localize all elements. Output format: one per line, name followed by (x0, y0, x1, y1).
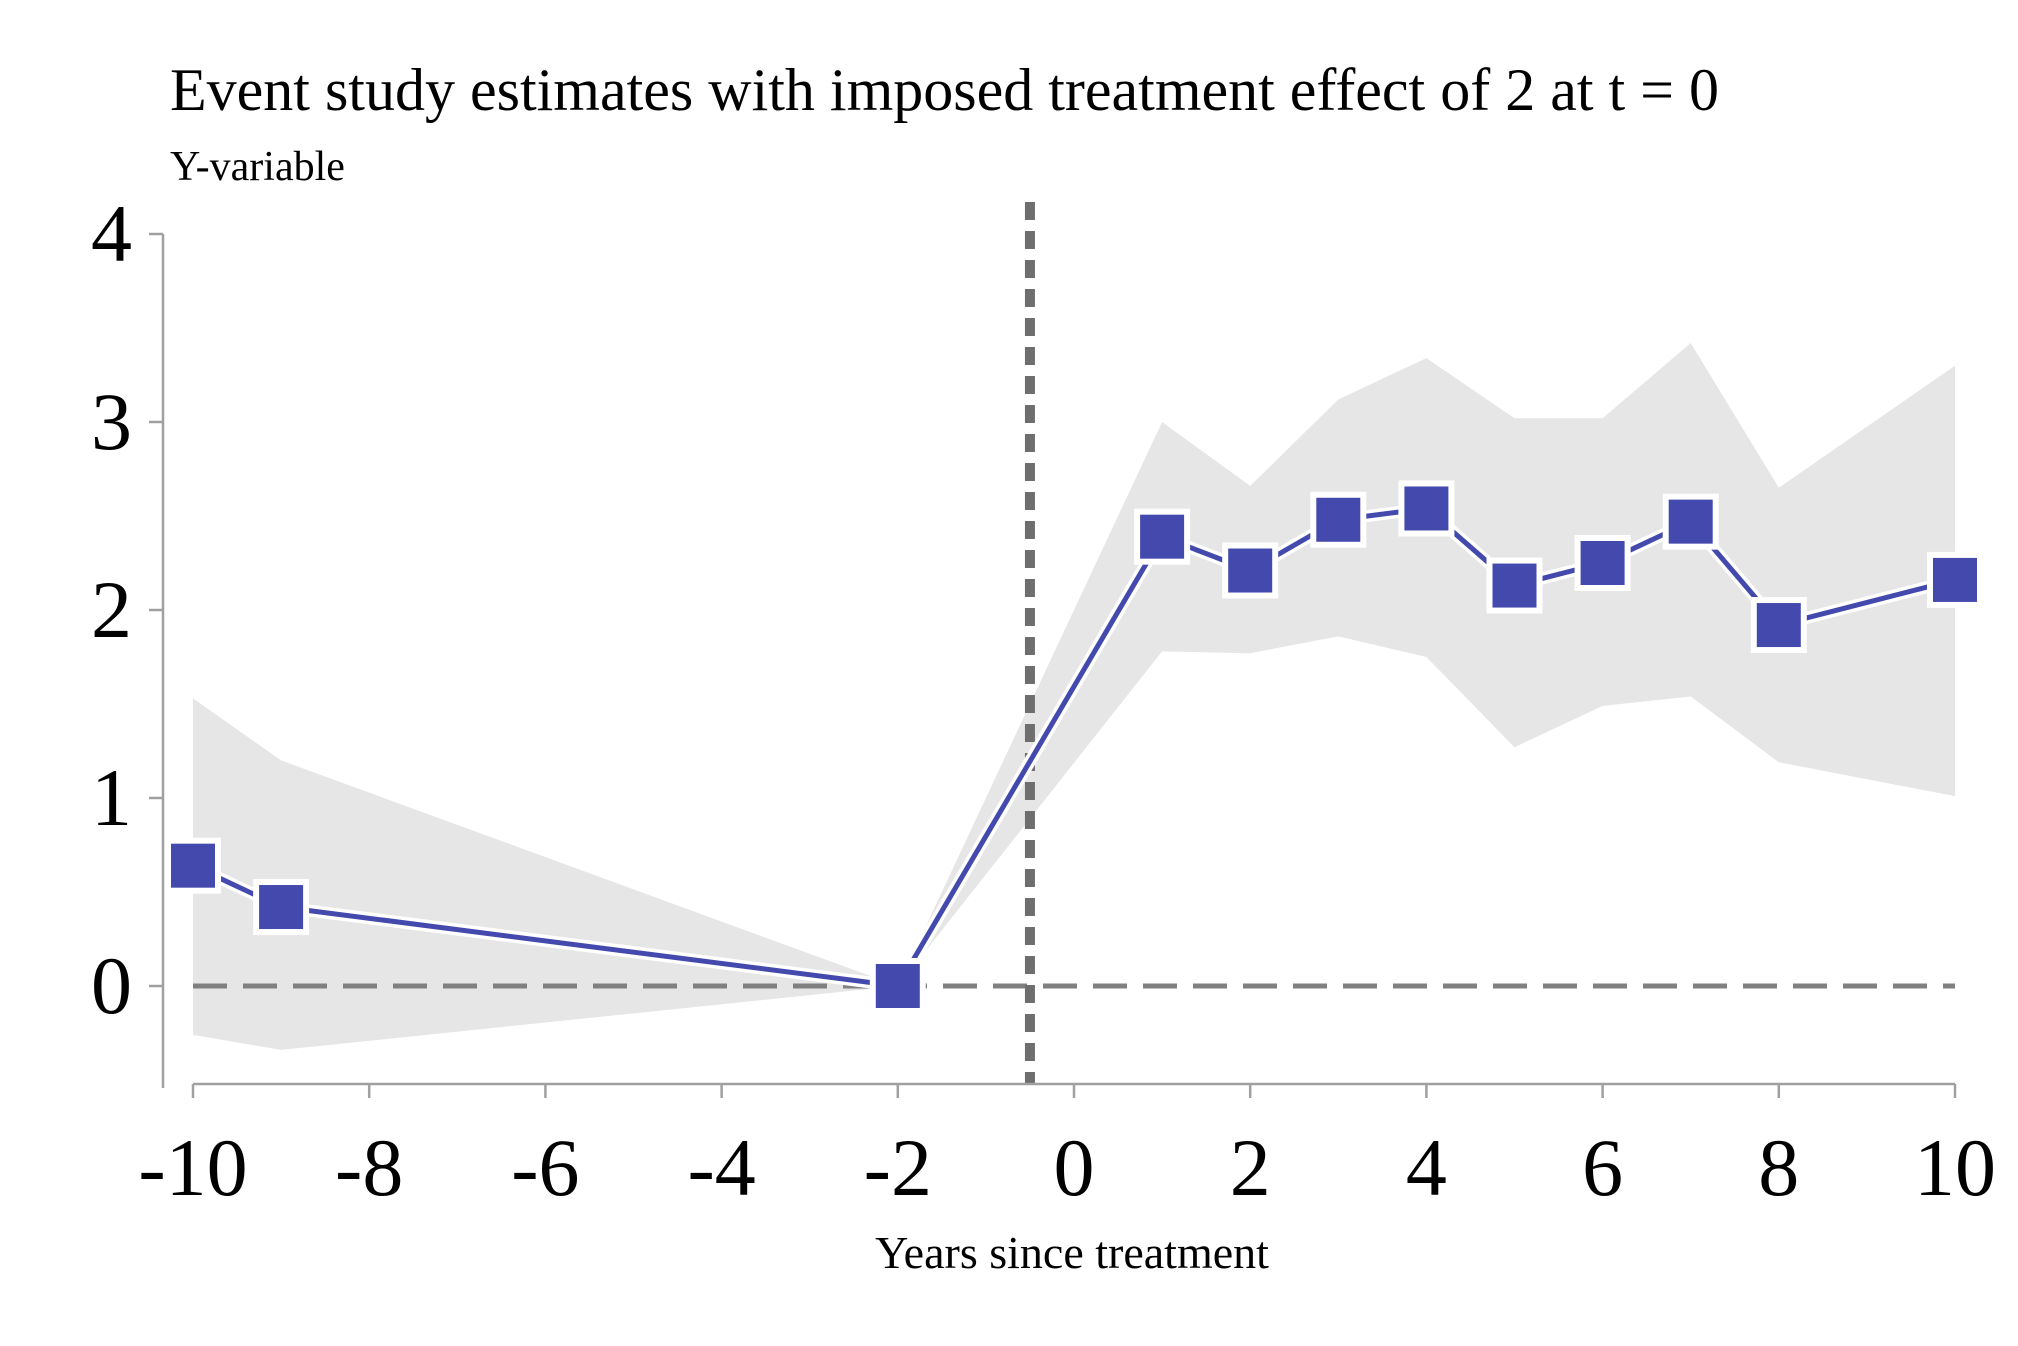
y-tick-label: 0 (91, 940, 132, 1031)
data-point (1310, 491, 1367, 548)
x-tick-label: -8 (335, 1122, 403, 1213)
x-tick-label: 4 (1406, 1122, 1447, 1213)
data-point (1486, 557, 1543, 614)
x-tick-label: -2 (864, 1122, 932, 1213)
data-point (869, 958, 926, 1014)
data-point (1662, 493, 1719, 550)
x-tick-label: -4 (687, 1122, 755, 1213)
x-tick-label: -6 (511, 1122, 579, 1213)
x-tick-label: 8 (1758, 1122, 1799, 1213)
x-tick-label: 6 (1582, 1122, 1623, 1213)
chart-subtitle: Y-variable (170, 144, 345, 190)
y-tick-label: 2 (91, 564, 132, 655)
data-point (1134, 508, 1191, 565)
data-point (1222, 542, 1279, 599)
y-tick-label: 4 (91, 188, 132, 279)
x-tick-label: 0 (1054, 1122, 1095, 1213)
y-tick-label: 3 (91, 376, 132, 467)
plot-area: 0 1 2 3 4 -10 -8 -6 -4 -2 0 2 4 6 8 10 (91, 188, 1996, 1213)
data-point (1750, 597, 1807, 654)
x-tick-label: -10 (138, 1122, 247, 1213)
x-axis-label: Years since treatment (875, 1227, 1269, 1278)
data-point (1398, 480, 1455, 537)
chart-title: Event study estimates with imposed treat… (170, 57, 1719, 123)
data-point (165, 837, 221, 894)
x-tick-label: 10 (1914, 1122, 1996, 1213)
data-point (1574, 535, 1631, 591)
data-point (1927, 551, 1983, 608)
data-point (253, 879, 310, 936)
x-tick-label: 2 (1230, 1122, 1271, 1213)
y-tick-label: 1 (91, 752, 132, 843)
